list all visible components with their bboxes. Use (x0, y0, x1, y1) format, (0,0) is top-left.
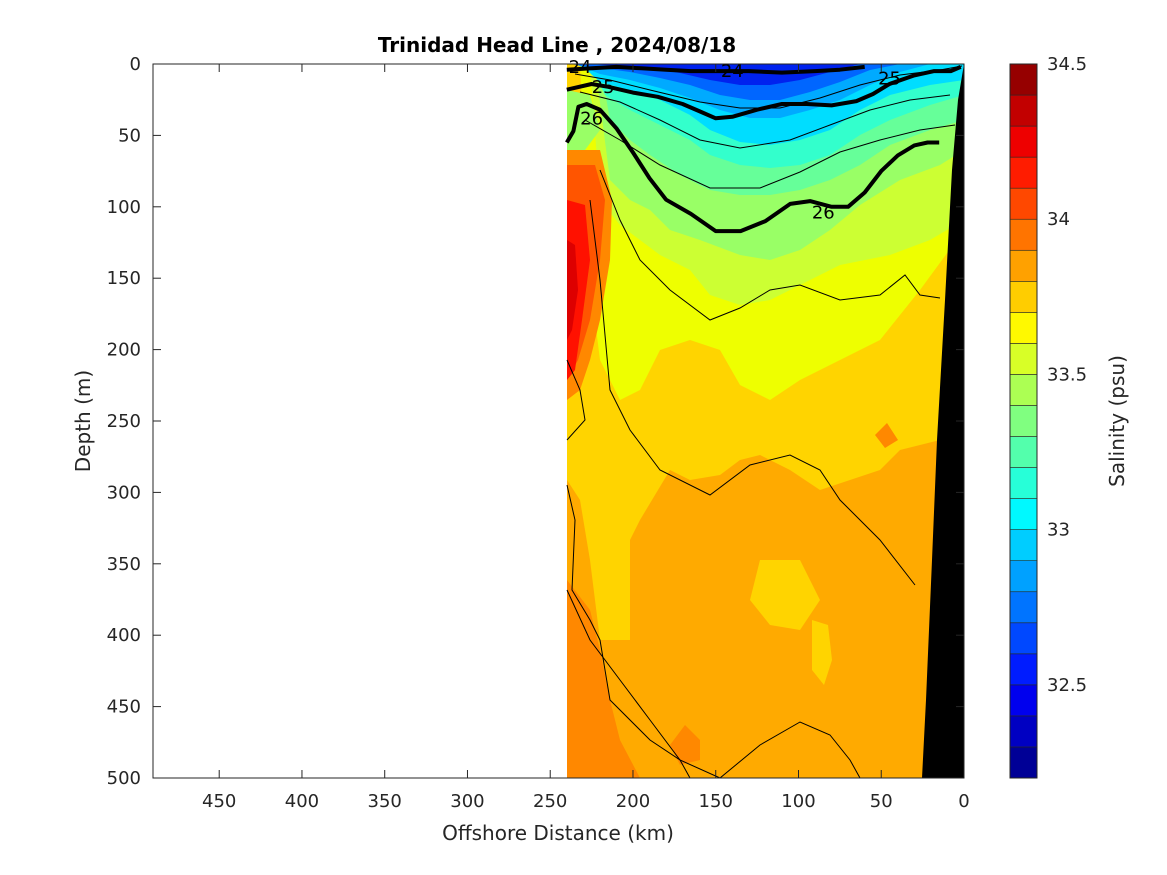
density-contour-25 (566, 65, 962, 121)
thin-contours (566, 65, 963, 778)
y-tick-label: 500 (107, 768, 141, 789)
colorbar-segment (1009, 218, 1038, 251)
colorbar-tick-label: 32.5 (1047, 675, 1087, 696)
y-tick-label: 300 (107, 482, 141, 503)
colorbar-segment (1009, 746, 1038, 779)
y-tick-label: 100 (107, 197, 141, 218)
contour-label: 24 (569, 57, 592, 78)
y-tick-label: 200 (107, 340, 141, 361)
colorbar-segment (1009, 125, 1038, 158)
colorbar-segment (1009, 94, 1038, 127)
y-tick-label: 250 (107, 411, 141, 432)
y-tick-label: 350 (107, 554, 141, 575)
thin-contour (584, 119, 956, 189)
density-contour-26 (565, 102, 940, 234)
thin-contour (566, 484, 691, 778)
chart-title: Trinidad Head Line , 2024/08/18 (378, 33, 736, 57)
contour-label: 26 (580, 108, 603, 129)
y-tick-label: 450 (107, 697, 141, 718)
colorbar-ticks: 34.5 34 33.5 33 32.5 (1047, 54, 1087, 696)
thin-contour (566, 589, 721, 778)
colorbar-segment (1009, 281, 1038, 313)
colorbar-segment (1009, 187, 1038, 220)
colorbar-tick-label: 34 (1047, 209, 1070, 230)
colorbar-segment (1009, 156, 1038, 189)
thin-contour (574, 65, 963, 109)
colorbar-segment (1009, 249, 1038, 282)
y-tick-label: 50 (118, 125, 141, 146)
colorbar-segment (1009, 374, 1038, 406)
x-tick-label: 400 (285, 791, 319, 812)
salinity-field (567, 64, 964, 778)
colorbar-tick-label: 34.5 (1047, 54, 1087, 75)
colorbar-tick-label: 33.5 (1047, 364, 1087, 385)
colorbar-segment (1009, 436, 1038, 468)
colorbar-segment (1009, 467, 1038, 499)
x-tick-label: 50 (870, 791, 893, 812)
x-tick-label: 300 (450, 791, 484, 812)
x-tick-label: 250 (533, 791, 567, 812)
x-tick-label: 350 (368, 791, 402, 812)
colorbar-segment (1009, 343, 1038, 375)
x-tick-label: 450 (202, 791, 236, 812)
colorbar-segment (1009, 405, 1038, 437)
density-contours (565, 64, 962, 234)
colorbar-frame (1009, 63, 1038, 779)
colorbar-segment (1009, 622, 1038, 655)
colorbar-label: Salinity (psu) (1105, 355, 1129, 487)
field-gold-patch-2 (812, 620, 832, 685)
colorbar-segment (1009, 63, 1038, 96)
density-contour-24 (566, 64, 865, 75)
colorbar-segment (1009, 715, 1038, 748)
thin-contour (579, 91, 951, 149)
seafloor-mask (922, 64, 964, 778)
thin-contour (566, 359, 586, 441)
thin-contour (589, 199, 916, 586)
contour-label: 26 (812, 203, 835, 224)
x-axis-label: Offshore Distance (km) (442, 821, 674, 845)
colorbar-segment (1009, 498, 1038, 530)
colorbar-segment (1009, 312, 1038, 344)
x-axis: 450 400 350 300 250 200 150 100 50 0 (202, 64, 970, 812)
x-tick-label: 100 (781, 791, 815, 812)
y-tick-label: 400 (107, 625, 141, 646)
field-darkred-core (567, 240, 578, 340)
field-orange-patch-2 (875, 423, 898, 448)
colorbar-segment (1009, 653, 1038, 686)
x-tick-label: 0 (958, 791, 969, 812)
y-tick-label: 0 (130, 54, 141, 75)
contour-label: 25 (878, 68, 901, 89)
x-tick-label: 150 (699, 791, 733, 812)
field-gold-patch (750, 560, 820, 630)
colorbar (1009, 63, 1038, 779)
field-orange-patch (670, 725, 700, 765)
contour-label: 25 (592, 77, 615, 98)
y-axis-label: Depth (m) (71, 370, 95, 472)
colorbar-segment (1009, 529, 1038, 561)
thin-contour (599, 169, 941, 321)
colorbar-tick-label: 33 (1047, 520, 1070, 541)
y-axis: 0 50 100 150 200 250 300 350 400 450 500 (107, 54, 964, 789)
colorbar-segment (1009, 684, 1038, 717)
x-tick-label: 200 (616, 791, 650, 812)
y-tick-label: 150 (107, 268, 141, 289)
colorbar-segment (1009, 591, 1038, 624)
thin-contour (719, 721, 861, 778)
colorbar-segment (1009, 560, 1038, 593)
contour-label: 24 (721, 61, 744, 82)
